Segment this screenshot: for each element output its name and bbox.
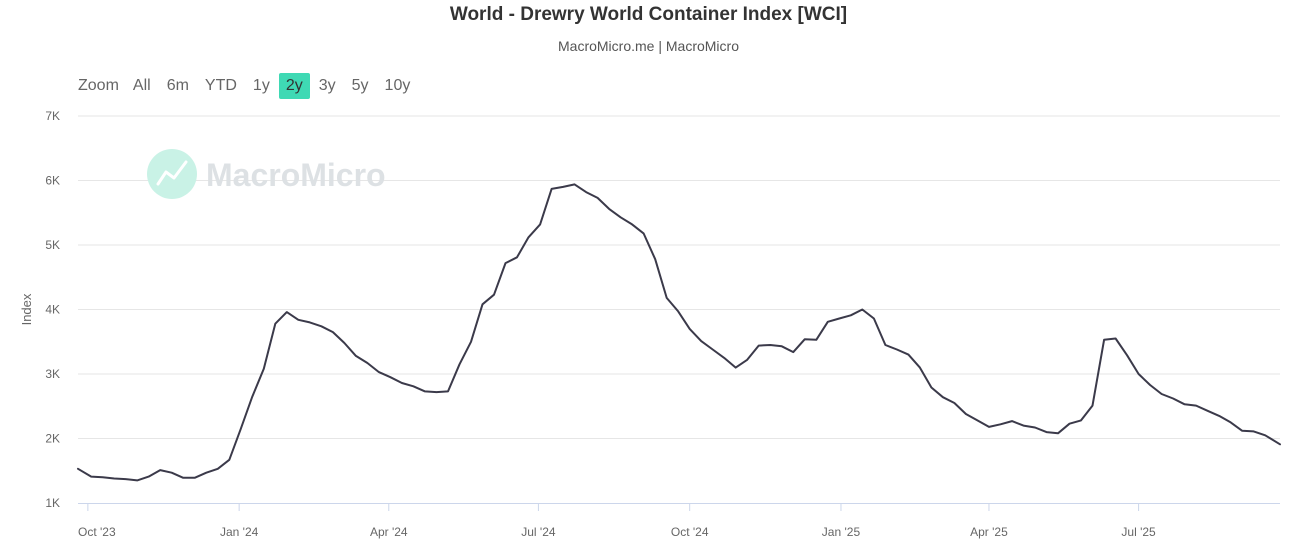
zoom-1y-button[interactable]: 1y <box>252 77 270 94</box>
y-tick-label: 4K <box>45 303 60 317</box>
series-line <box>77 183 1281 482</box>
chart-title: World - Drewry World Container Index [WC… <box>449 4 848 25</box>
x-tick-label: Apr '25 <box>970 525 1008 539</box>
watermark: MacroMicro <box>147 149 386 199</box>
zoom-ytd-button[interactable]: YTD <box>204 77 237 94</box>
y-tick-label: 3K <box>45 367 60 381</box>
x-tick-label: Jul '25 <box>1121 525 1156 539</box>
x-tick-label: Jan '25 <box>822 525 861 539</box>
zoom-10y-button[interactable]: 10y <box>384 77 411 94</box>
watermark-logo-icon <box>147 149 197 199</box>
y-tick-label: 6K <box>45 174 60 188</box>
x-axis-ticks: Oct '23 Jan '24 Apr '24 Jul '24 Oct '24 Jan '… <box>78 503 1156 539</box>
zoom-6m-button[interactable]: 6m <box>166 77 189 94</box>
x-tick-label: Oct '23 <box>78 525 116 539</box>
grid-lines <box>78 115 1280 439</box>
zoom-2y-button[interactable]: 2y <box>278 73 310 99</box>
zoom-3y-button[interactable]: 3y <box>318 77 336 94</box>
x-tick-label: Jul '24 <box>521 525 556 539</box>
y-tick-label: 7K <box>45 109 60 123</box>
zoom-toolbar: Zoom All 6m YTD 1y 2y 3y 5y 10y <box>72 72 418 100</box>
y-tick-label: 2K <box>45 432 60 446</box>
y-tick-label: 1K <box>45 496 60 510</box>
zoom-5y-button[interactable]: 5y <box>351 77 369 94</box>
chart-subtitle: MacroMicro.me | MacroMicro <box>558 38 739 54</box>
y-axis-title: Index <box>19 293 34 325</box>
watermark-trend-icon <box>156 160 188 186</box>
zoom-all-button[interactable]: All <box>132 77 151 94</box>
watermark-text: MacroMicro <box>206 157 386 193</box>
x-tick-label: Apr '24 <box>370 525 408 539</box>
y-axis-ticks: 1K 2K 3K 4K 5K 6K 7K <box>45 109 60 510</box>
x-tick-label: Oct '24 <box>671 525 709 539</box>
y-tick-label: 5K <box>45 238 60 252</box>
series-layer <box>77 183 1281 482</box>
x-tick-label: Jan '24 <box>220 525 259 539</box>
zoom-label: Zoom <box>78 77 119 94</box>
